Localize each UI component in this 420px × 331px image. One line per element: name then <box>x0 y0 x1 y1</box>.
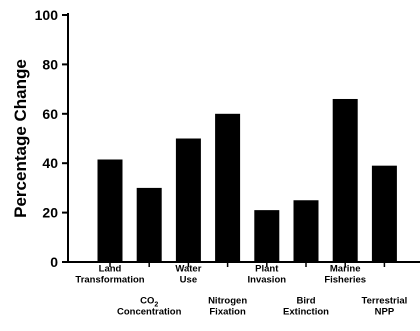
x-category-label: Transformation <box>75 275 144 286</box>
x-category-label: Bird <box>297 296 316 307</box>
x-category-label: Extinction <box>283 307 329 318</box>
x-category-label: Plant <box>255 264 279 275</box>
y-tick-label: 0 <box>50 254 58 270</box>
bar <box>215 113 241 262</box>
x-category-label: Land <box>99 264 122 275</box>
x-category-label: Use <box>180 275 197 286</box>
bar <box>97 159 123 262</box>
y-axis-title: Percentage Change <box>11 59 30 218</box>
y-tick-label: 20 <box>42 205 58 221</box>
bar <box>293 200 319 262</box>
x-category-label: Nitrogen <box>208 296 247 307</box>
y-tick-label: 40 <box>42 155 58 171</box>
y-tick-label: 80 <box>42 56 58 72</box>
x-category-label: NPP <box>375 307 395 318</box>
x-category-label: Invasion <box>248 275 287 286</box>
bars <box>97 98 397 267</box>
bar <box>371 165 397 262</box>
x-category-label: Fisheries <box>324 275 366 286</box>
y-tick-label: 100 <box>35 7 59 23</box>
x-category-label: Fixation <box>209 307 246 318</box>
x-category-label: Concentration <box>117 307 182 318</box>
y-tick-label: 60 <box>42 106 58 122</box>
axes <box>67 13 420 263</box>
x-category-label: Terrestrial <box>362 296 408 307</box>
y-ticks: 0 20 40 60 80 100 <box>35 7 68 270</box>
bar <box>254 210 280 262</box>
bar <box>175 138 201 262</box>
x-category-label: CO2 <box>140 296 158 309</box>
bar <box>332 98 358 262</box>
x-category-label: Marine <box>330 264 361 275</box>
x-category-label: Water <box>175 264 201 275</box>
bar <box>136 187 162 262</box>
